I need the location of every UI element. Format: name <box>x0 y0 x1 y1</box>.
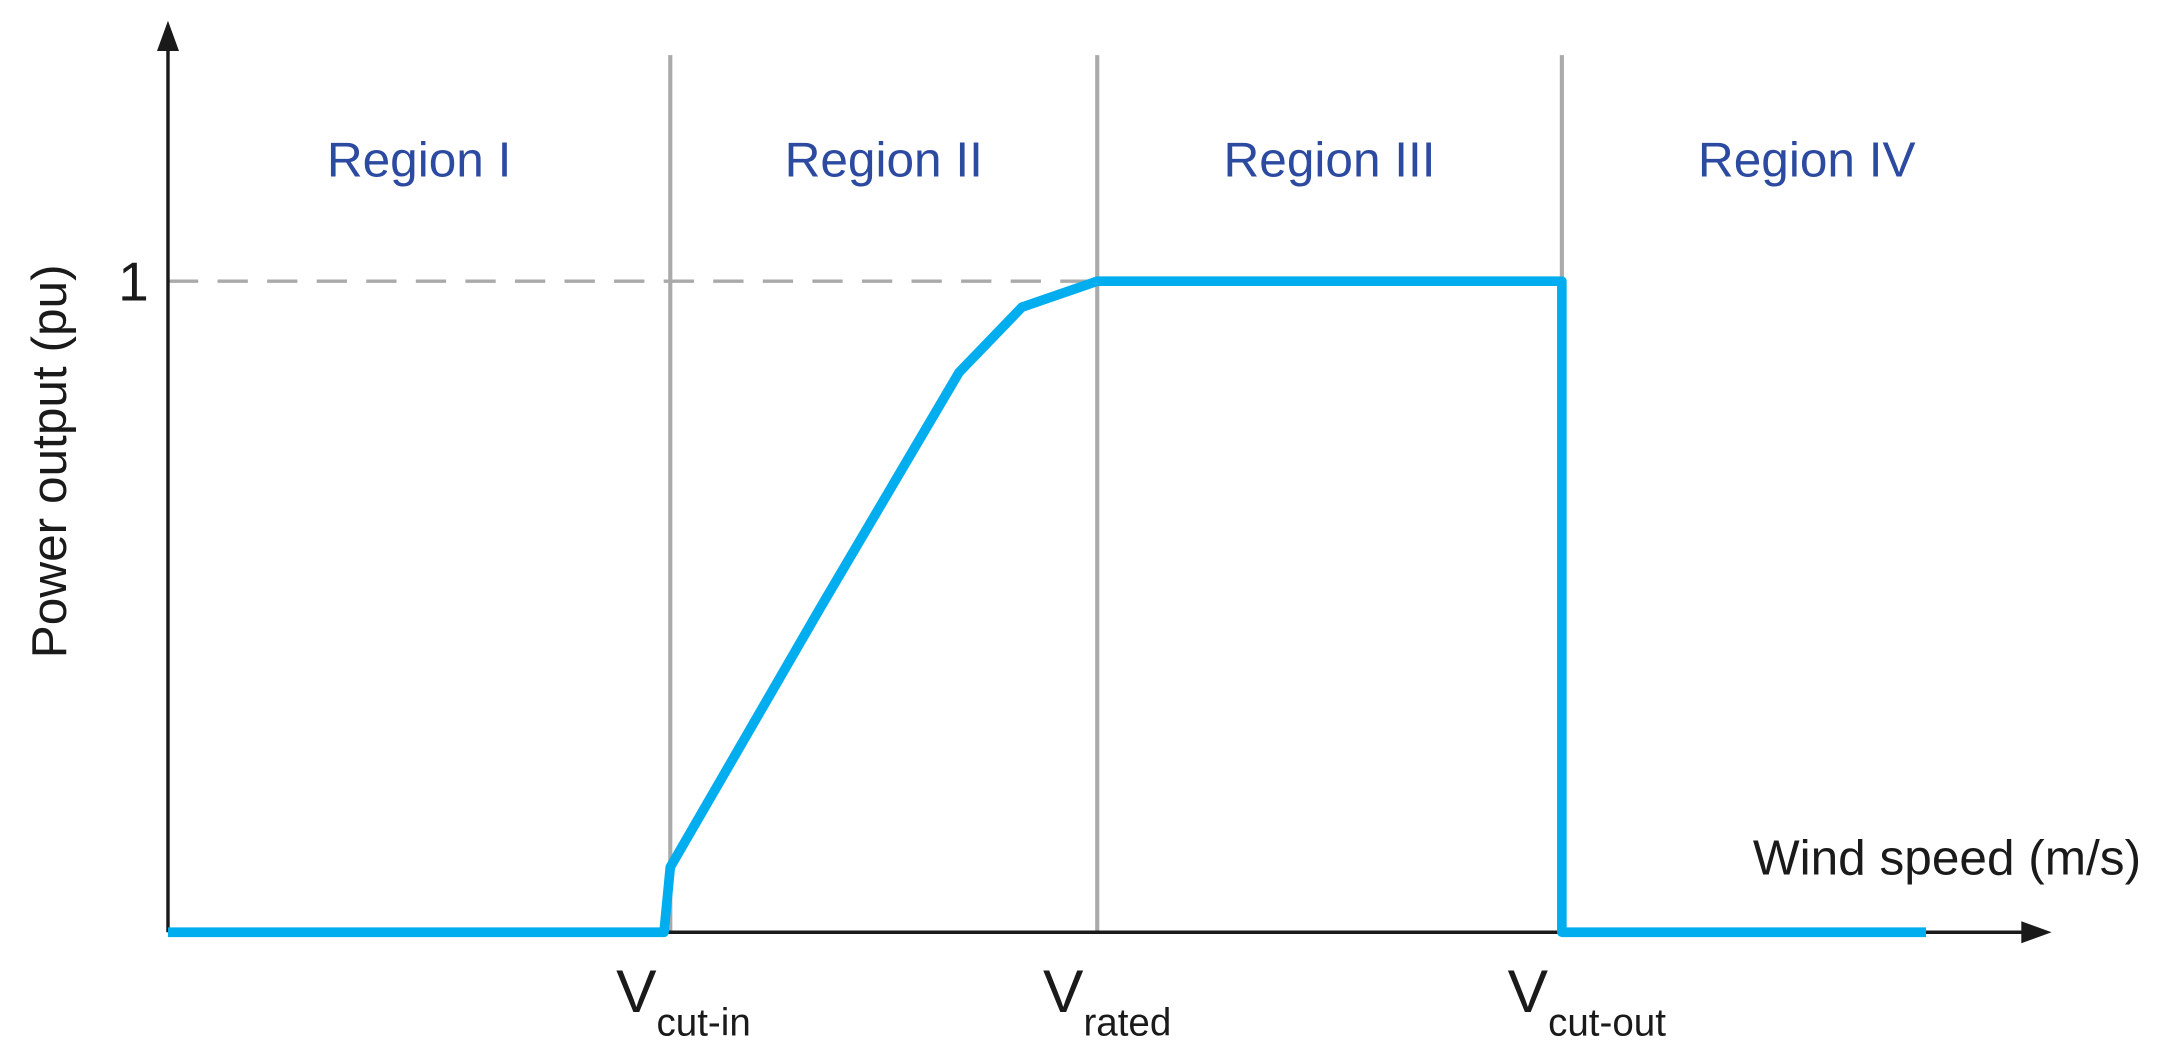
x-axis-label: Wind speed (m/s) <box>1753 829 2141 885</box>
x-axis-arrow <box>2021 921 2052 944</box>
x-marker-subscript: rated <box>1083 1002 1171 1045</box>
y-axis-label: Power output (pu) <box>21 264 77 658</box>
x-marker-label: V <box>1043 957 1084 1025</box>
power-curve <box>167 276 1927 938</box>
region-label: Region I <box>327 131 512 187</box>
x-marker-label: V <box>616 957 657 1025</box>
x-marker-subscript: cut-out <box>1548 1002 1666 1045</box>
region-label: Region II <box>785 131 983 187</box>
region-label: Region III <box>1224 131 1436 187</box>
x-marker-subscript: cut-in <box>657 1002 751 1045</box>
y-axis-arrow <box>156 20 179 52</box>
y-tick-label: 1 <box>118 250 149 312</box>
x-marker-label: V <box>1508 957 1549 1025</box>
region-label: Region IV <box>1698 131 1916 187</box>
